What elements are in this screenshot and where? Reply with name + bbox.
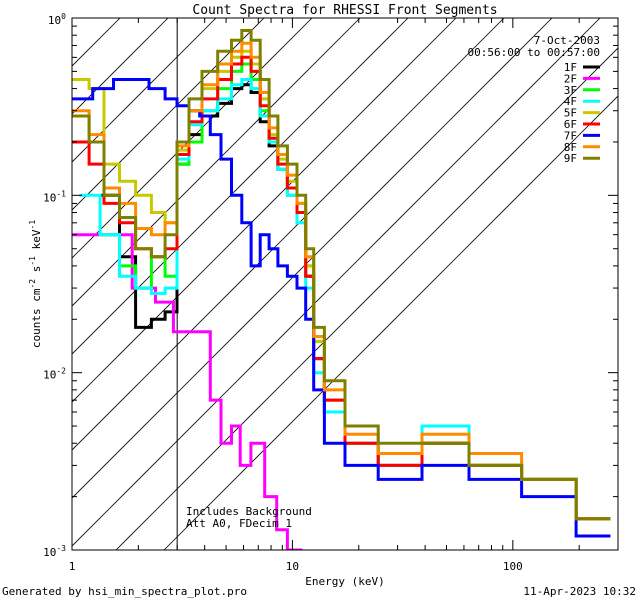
legend-label-7F: 7F (564, 129, 577, 142)
hatch-line (72, 18, 313, 259)
hatch-line (72, 18, 553, 499)
hatch-line (115, 47, 618, 550)
axis-ticks: 1 10 100 100 10-1 10-2 10-3 (43, 12, 619, 573)
legend-label-6F: 6F (564, 118, 577, 131)
hatch-line (72, 18, 361, 307)
ylabel-part-counts: counts cm (30, 288, 43, 348)
legend-label-1F: 1F (564, 61, 577, 74)
ylabel-part-kev: keV (30, 229, 43, 256)
series-layer (72, 29, 611, 550)
footer-generated-by: Generated by hsi_min_spectra_plot.pro (2, 585, 247, 598)
y-tick-label: 10-2 (43, 367, 66, 382)
series-7F (72, 78, 611, 538)
annotation-time-range: 00:56:00 to 00:57:00 (468, 46, 600, 59)
note-line-background: Includes Background (186, 505, 312, 518)
legend-label-3F: 3F (564, 84, 577, 97)
hatch-line (72, 18, 457, 403)
hatch-line (72, 18, 409, 355)
hatch-line (72, 18, 217, 163)
ylabel-exp-cm: -2 (28, 279, 37, 289)
hatch-line (72, 18, 265, 211)
series-9F (72, 29, 611, 521)
legend-label-4F: 4F (564, 95, 577, 108)
y-tick-label: 10-1 (43, 189, 66, 204)
ylabel-exp-s: -1 (28, 256, 37, 266)
x-tick-label: 100 (503, 560, 523, 573)
y-axis-label: counts cm-2 s-1 keV-1 (28, 220, 43, 348)
hatch-line (163, 95, 618, 550)
y-tick-label: 100 (48, 12, 66, 27)
hatch-line (72, 18, 169, 115)
series-2F (72, 233, 303, 550)
x-tick-label: 10 (286, 560, 299, 573)
legend-label-9F: 9F (564, 152, 577, 165)
hatch-line (72, 18, 505, 451)
chart-title: Count Spectra for RHESSI Front Segments (192, 3, 497, 18)
plot-frame (71, 17, 619, 551)
hatch-line (72, 18, 601, 547)
ylabel-exp-kev: -1 (28, 220, 37, 230)
legend-label-5F: 5F (564, 107, 577, 120)
note-line-attenuator: Att A0, FDecim 1 (186, 517, 292, 530)
y-tick-label: 10-3 (43, 544, 66, 559)
annotation-date: 7-Oct-2003 (534, 34, 600, 47)
ylabel-part-s: s (30, 266, 43, 279)
x-axis-label: Energy (keV) (305, 575, 384, 588)
legend-label-8F: 8F (564, 141, 577, 154)
x-tick-label: 1 (69, 560, 76, 573)
legend-label-2F: 2F (564, 72, 577, 85)
footer-timestamp: 11-Apr-2023 10:32 (523, 585, 636, 598)
